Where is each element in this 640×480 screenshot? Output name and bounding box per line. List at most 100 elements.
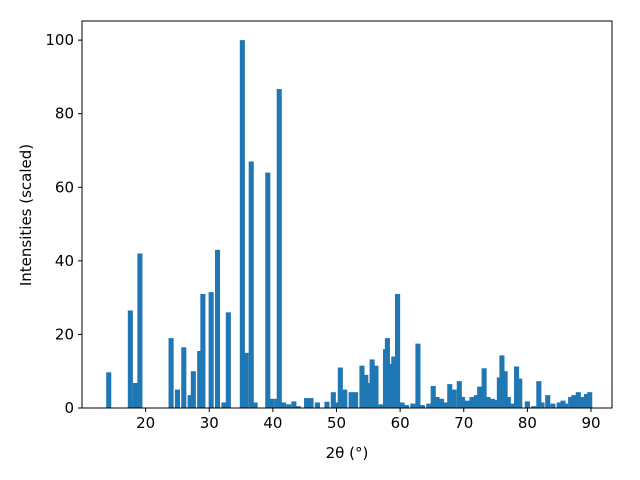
y-tick-label: 100 bbox=[45, 31, 74, 49]
bar bbox=[388, 363, 394, 408]
bar bbox=[384, 338, 390, 408]
bar bbox=[243, 352, 249, 408]
bar bbox=[239, 40, 245, 409]
bar bbox=[265, 172, 271, 408]
bar bbox=[335, 402, 341, 408]
bar bbox=[509, 403, 515, 408]
bar bbox=[545, 395, 551, 408]
bar bbox=[214, 249, 221, 408]
bar bbox=[499, 355, 505, 408]
bar bbox=[330, 392, 336, 408]
bar bbox=[106, 372, 112, 408]
y-tick-label: 0 bbox=[64, 399, 74, 417]
bar bbox=[426, 403, 432, 408]
bar bbox=[571, 395, 577, 408]
bar bbox=[575, 392, 581, 408]
bar bbox=[502, 371, 508, 408]
bar bbox=[353, 392, 359, 408]
bar bbox=[395, 293, 401, 408]
x-tick-label: 30 bbox=[200, 414, 219, 432]
bar bbox=[197, 350, 203, 408]
bar bbox=[308, 398, 314, 408]
plot-frame bbox=[81, 20, 613, 409]
y-tick-label: 60 bbox=[55, 178, 74, 196]
bar bbox=[378, 404, 384, 408]
bar bbox=[403, 405, 410, 408]
bar bbox=[419, 405, 425, 408]
bar bbox=[456, 381, 462, 408]
bar bbox=[225, 312, 231, 408]
bar bbox=[190, 371, 196, 408]
bar bbox=[281, 402, 287, 408]
bar bbox=[269, 398, 275, 408]
bar bbox=[464, 400, 470, 408]
bar bbox=[248, 161, 254, 408]
bar bbox=[481, 368, 487, 408]
y-tick-label: 40 bbox=[55, 252, 74, 270]
bar bbox=[342, 389, 348, 408]
bar bbox=[524, 401, 530, 408]
bar bbox=[276, 89, 282, 408]
bar bbox=[295, 406, 301, 408]
bar bbox=[174, 389, 180, 408]
bar bbox=[517, 378, 523, 408]
bar bbox=[365, 382, 371, 408]
bar bbox=[137, 253, 143, 408]
bar bbox=[485, 396, 491, 408]
bar bbox=[550, 403, 556, 408]
bar bbox=[434, 396, 440, 408]
bar bbox=[469, 396, 475, 408]
y-axis-label: Intensities (scaled) bbox=[17, 144, 35, 286]
bar bbox=[539, 402, 545, 408]
bar bbox=[496, 377, 502, 408]
bar bbox=[556, 402, 562, 408]
bar bbox=[187, 395, 193, 408]
bar bbox=[410, 403, 416, 408]
y-tick-label: 20 bbox=[55, 325, 74, 343]
bar bbox=[252, 402, 258, 408]
bar bbox=[391, 356, 397, 408]
bar bbox=[399, 402, 405, 408]
bar bbox=[314, 402, 320, 408]
x-tick-label: 90 bbox=[581, 414, 600, 432]
bar bbox=[579, 396, 585, 408]
bar bbox=[477, 386, 483, 408]
bar bbox=[324, 401, 330, 408]
bar bbox=[168, 338, 174, 408]
x-tick-label: 80 bbox=[518, 414, 537, 432]
bar bbox=[369, 359, 375, 408]
x-tick-label: 70 bbox=[454, 414, 473, 432]
bar bbox=[459, 396, 466, 408]
bar bbox=[304, 398, 310, 408]
x-axis-label: 2θ (°) bbox=[326, 444, 369, 462]
x-tick-label: 20 bbox=[136, 414, 155, 432]
bar bbox=[200, 293, 206, 408]
bar bbox=[359, 365, 365, 408]
bar bbox=[348, 392, 354, 408]
x-tick-label: 40 bbox=[263, 414, 282, 432]
bar bbox=[568, 396, 574, 408]
y-tick-label: 80 bbox=[55, 105, 74, 123]
bar bbox=[415, 343, 421, 408]
bar bbox=[132, 382, 138, 408]
bar bbox=[584, 394, 590, 408]
bar bbox=[181, 347, 187, 408]
bar bbox=[514, 366, 520, 408]
bar bbox=[221, 402, 227, 408]
bar bbox=[563, 403, 569, 408]
bar bbox=[208, 292, 214, 408]
bar bbox=[536, 381, 542, 408]
x-tick-label: 60 bbox=[391, 414, 410, 432]
bar bbox=[127, 310, 133, 408]
bar bbox=[430, 385, 436, 408]
bar bbox=[291, 401, 297, 408]
x-tick-label: 50 bbox=[327, 414, 346, 432]
bar bbox=[286, 404, 292, 408]
bar bbox=[447, 384, 453, 408]
bar bbox=[505, 396, 511, 408]
bar bbox=[587, 392, 593, 408]
bar bbox=[443, 402, 449, 408]
bar bbox=[451, 389, 457, 408]
bar bbox=[373, 365, 379, 408]
